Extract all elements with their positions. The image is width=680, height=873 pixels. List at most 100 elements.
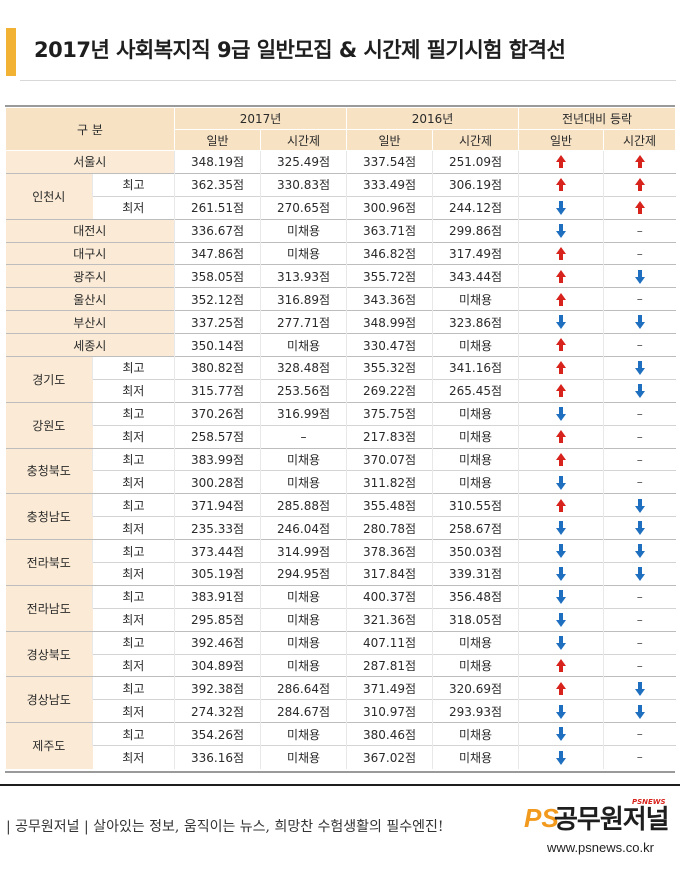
arrow-up-icon: [634, 178, 645, 192]
arrow-down-icon: [634, 681, 645, 696]
no-change-dash: –: [636, 246, 643, 261]
change-general-cell: [518, 630, 604, 655]
arrow-up-icon: [556, 338, 566, 352]
score-2016-general: 300.96점: [346, 195, 433, 220]
table-row: 대전시 336.67점 미채용 363.71점 299.86점 –: [5, 218, 676, 243]
table-row: 경상북도 최고 392.46점 미채용 407.11점 미채용 –: [5, 630, 676, 677]
sub-category-cell: 최고: [92, 722, 175, 746]
score-2017-parttime: 314.99점: [260, 539, 347, 563]
score-2016-parttime: 미채용: [432, 424, 519, 449]
region-cell: 경기도: [5, 356, 93, 403]
region-cell: 대전시: [5, 218, 175, 243]
score-2016-general: 355.72점: [346, 264, 433, 288]
change-general-cell: [518, 653, 604, 677]
change-general-cell: [518, 172, 604, 197]
arrow-up-icon: [634, 155, 645, 169]
score-2016-general: 355.48점: [346, 493, 433, 517]
arrow-down-icon: [634, 384, 645, 399]
score-2016-parttime: 323.86점: [432, 310, 519, 334]
table-row: 최저 261.51점 270.65점 300.96점 244.12점: [6, 195, 676, 220]
region-cell: 부산시: [5, 310, 175, 334]
arrow-down-icon: [556, 223, 566, 238]
table-row: 서울시 348.19점 325.49점 337.54점 251.09점: [5, 150, 676, 174]
table-row: 최저 336.16점 미채용 367.02점 미채용 –: [6, 745, 676, 769]
region-cell: 전라북도: [5, 539, 93, 586]
sub-category-cell: 최저: [92, 699, 175, 723]
arrow-down-icon: [556, 727, 566, 742]
arrow-down-icon: [556, 544, 566, 559]
arrow-down-icon: [556, 704, 566, 719]
sub-category-cell: 최고: [92, 539, 175, 563]
region-cell: 경상북도: [5, 630, 93, 677]
change-parttime-cell: –: [603, 470, 676, 494]
score-2017-general: 261.51점: [174, 195, 261, 220]
score-2017-parttime: 294.95점: [260, 562, 347, 586]
arrow-down-icon: [556, 590, 566, 605]
footer-slogan: | 공무원저널 | 살아있는 정보, 움직이는 뉴스, 희망찬 수험생활의 필수…: [6, 819, 444, 835]
change-parttime-cell: [603, 539, 676, 563]
arrow-up-icon: [556, 681, 566, 696]
results-table-container: 구 분 2017년 2016년 전년대비 등락 일반 시간제 일반 시간제 일반…: [5, 105, 676, 773]
title-divider: [20, 80, 676, 81]
arrow-up-icon: [556, 498, 566, 513]
score-2016-general: 317.84점: [346, 562, 433, 586]
change-parttime-cell: –: [603, 333, 676, 357]
change-general-cell: [518, 218, 604, 243]
change-parttime-cell: [603, 516, 676, 540]
score-2017-general: 304.89점: [174, 653, 261, 677]
score-2017-parttime: 270.65점: [260, 195, 347, 220]
change-parttime-cell: [603, 562, 676, 586]
score-2017-general: 371.94점: [174, 493, 261, 517]
change-general-cell: [518, 424, 604, 449]
score-2016-general: 371.49점: [346, 676, 433, 700]
region-cell: 전라남도: [5, 584, 93, 632]
change-parttime-cell: [603, 172, 676, 197]
arrow-down-icon: [634, 544, 645, 559]
header-change: 전년대비 등락: [518, 107, 676, 130]
no-change-dash: –: [636, 429, 643, 444]
score-2017-parttime: 미채용: [260, 630, 347, 655]
arrow-up-icon: [556, 452, 566, 467]
table-row: 최저 300.28점 미채용 311.82점 미채용 –: [6, 470, 676, 494]
change-general-cell: [518, 493, 604, 517]
score-2017-general: 392.38점: [174, 676, 261, 700]
score-2017-parttime: 286.64점: [260, 676, 347, 700]
table-row: 최저 305.19점 294.95점 317.84점 339.31점: [6, 562, 676, 586]
header-2016-general: 일반: [346, 129, 433, 151]
score-2017-general: 295.85점: [174, 607, 261, 632]
score-2017-general: 370.26점: [174, 401, 261, 426]
change-parttime-cell: –: [603, 653, 676, 677]
change-parttime-cell: –: [603, 241, 676, 265]
arrow-up-icon: [556, 155, 566, 169]
arrow-up-icon: [556, 269, 566, 284]
score-2016-parttime: 343.44점: [432, 264, 519, 288]
change-general-cell: [518, 264, 604, 288]
change-general-cell: [518, 562, 604, 586]
score-2017-parttime: 미채용: [260, 241, 347, 265]
arrow-down-icon: [556, 613, 566, 627]
table-row: 인천시 최고 362.35점 330.83점 333.49점 306.19점: [5, 172, 676, 220]
change-parttime-cell: –: [603, 424, 676, 449]
arrow-up-icon: [556, 246, 566, 261]
table-row: 전라북도 최고 373.44점 314.99점 378.36점 350.03점: [5, 539, 676, 586]
region-cell: 광주시: [5, 264, 175, 288]
table-row: 최저 235.33점 246.04점 280.78점 258.67점: [6, 516, 676, 540]
change-general-cell: [518, 607, 604, 632]
score-2017-general: 383.99점: [174, 447, 261, 471]
footer-divider: [0, 784, 680, 786]
no-change-dash: –: [636, 475, 643, 490]
sub-category-cell: 최저: [92, 653, 175, 677]
score-2017-parttime: 284.67점: [260, 699, 347, 723]
arrow-down-icon: [634, 315, 645, 330]
table-row: 세종시 350.14점 미채용 330.47점 미채용 –: [5, 333, 676, 357]
score-2016-general: 348.99점: [346, 310, 433, 334]
score-2017-general: 235.33점: [174, 516, 261, 540]
score-2016-parttime: 251.09점: [432, 150, 519, 174]
arrow-down-icon: [556, 635, 566, 650]
no-change-dash: –: [636, 727, 643, 742]
score-2016-parttime: 미채용: [432, 722, 519, 746]
no-change-dash: –: [636, 452, 643, 467]
change-general-cell: [518, 584, 604, 609]
region-cell: 인천시: [5, 172, 93, 220]
score-2016-general: 380.46점: [346, 722, 433, 746]
